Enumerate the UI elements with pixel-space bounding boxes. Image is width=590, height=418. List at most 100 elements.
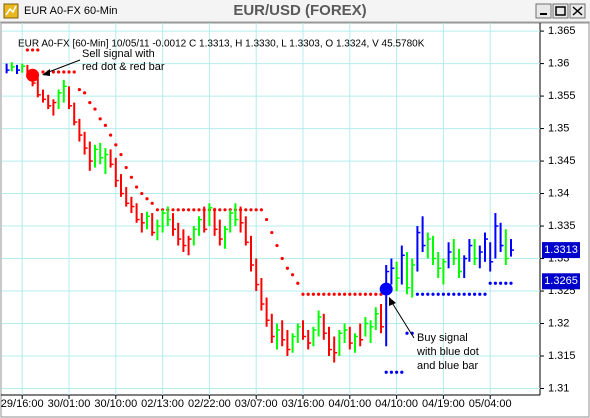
- stop-dot: [150, 201, 154, 205]
- stop-dot: [358, 292, 362, 296]
- chart-title: EUR/USD (FOREX): [233, 2, 366, 19]
- stop-dot: [296, 281, 300, 285]
- stop-dot: [192, 208, 196, 212]
- stop-dot: [67, 70, 71, 74]
- stop-dot: [483, 292, 487, 296]
- stop-dot: [36, 48, 40, 52]
- stop-dot: [197, 208, 201, 212]
- arrowhead: [42, 69, 50, 76]
- info-line: EUR A0-FX [60-Min] 10/05/11 -0.0012 C 1.…: [18, 39, 425, 50]
- stop-dot: [98, 117, 102, 121]
- arrowhead: [389, 297, 396, 306]
- stop-dot: [317, 292, 321, 296]
- x-tick-label: 05/04:00: [469, 398, 512, 410]
- stop-dot: [462, 292, 466, 296]
- stop-dot: [405, 331, 409, 335]
- stop-dot: [467, 292, 471, 296]
- stop-dot: [41, 70, 45, 74]
- stop-dot: [473, 292, 477, 296]
- stop-dot: [509, 281, 513, 285]
- y-tick-label: 1.31: [548, 382, 569, 394]
- y-tick-label: 1.34: [548, 187, 569, 199]
- stop-dot: [311, 292, 315, 296]
- price-tag-label: 1.3265: [544, 275, 578, 287]
- stop-dot: [218, 208, 222, 212]
- stop-dot: [353, 292, 357, 296]
- stop-dot: [249, 208, 253, 212]
- stop-dot: [322, 292, 326, 296]
- maximize-glyph: [555, 6, 566, 16]
- stop-dot: [343, 292, 347, 296]
- stop-dot: [103, 123, 107, 127]
- stop-dot: [57, 70, 61, 74]
- stop-dot: [488, 281, 492, 285]
- stop-dot: [348, 292, 352, 296]
- stop-dot: [88, 100, 92, 105]
- stop-dot: [389, 370, 393, 374]
- x-tick-label: 03/07:00: [235, 398, 278, 410]
- x-tick-label: 03/16:00: [282, 398, 325, 410]
- price-tag-label: 1.3313: [544, 244, 578, 256]
- stop-dot: [176, 208, 180, 212]
- x-tick-label: 30/01:00: [48, 398, 91, 410]
- signal-dot: [379, 282, 393, 296]
- stop-dot: [83, 91, 87, 95]
- stop-dot: [504, 281, 508, 285]
- minimize-button[interactable]: [535, 3, 552, 19]
- y-tick-label: 1.35: [548, 122, 569, 134]
- stop-dot: [93, 107, 97, 111]
- stop-dot: [171, 208, 175, 212]
- stop-dot: [259, 208, 263, 212]
- y-tick-label: 1.32: [548, 317, 569, 329]
- stop-dot: [436, 292, 440, 296]
- y-tick-label: 1.315: [548, 350, 576, 362]
- stop-dot: [51, 70, 56, 74]
- stop-dot: [478, 292, 482, 296]
- stop-dot: [244, 208, 248, 212]
- stop-dot: [265, 217, 269, 222]
- stop-dot: [384, 370, 388, 374]
- stop-dot: [129, 175, 133, 179]
- stop-dot: [25, 48, 29, 52]
- window-buttons: [535, 3, 586, 19]
- close-glyph: [572, 6, 583, 16]
- stop-dot: [499, 281, 503, 285]
- stop-dot: [135, 185, 139, 189]
- stop-dot: [275, 243, 279, 248]
- price-tag: [542, 273, 580, 290]
- stop-dot: [77, 87, 81, 92]
- window-title: EUR A0-FX 60-Min: [24, 5, 118, 17]
- annotation-arrow: [390, 300, 415, 339]
- frame: [0, 22, 590, 418]
- annotation: Buy signal: [417, 332, 468, 344]
- stop-dot: [400, 370, 404, 374]
- signal-dot: [26, 68, 40, 82]
- stop-dot: [493, 281, 497, 285]
- x-tick-label: 02/13:00: [141, 398, 184, 410]
- x-tick-label: 04/10:00: [375, 398, 418, 410]
- stop-dot: [301, 292, 305, 296]
- stop-dot: [124, 165, 128, 170]
- x-tick-label: 30/10:00: [94, 398, 137, 410]
- stop-dot: [374, 292, 378, 296]
- stop-dot: [457, 292, 461, 296]
- annotation: and blue bar: [417, 360, 478, 372]
- stop-dot: [363, 292, 367, 296]
- stop-dot: [254, 208, 258, 212]
- stop-dot: [327, 292, 331, 296]
- stop-dot: [421, 292, 425, 296]
- stop-dot: [187, 208, 191, 212]
- stop-dot: [285, 266, 289, 270]
- y-tick-label: 1.345: [548, 155, 576, 167]
- annotation: red dot & red bar: [82, 61, 165, 73]
- stop-dot: [223, 208, 227, 212]
- stop-dot: [109, 133, 113, 137]
- stop-dot: [145, 197, 149, 201]
- app-icon-glyph: [5, 5, 17, 16]
- y-tick-label: 1.355: [548, 90, 576, 102]
- x-tick-label: 29/16:00: [1, 398, 44, 410]
- annotation: Sell signal with: [82, 48, 155, 60]
- stop-dot: [72, 70, 76, 74]
